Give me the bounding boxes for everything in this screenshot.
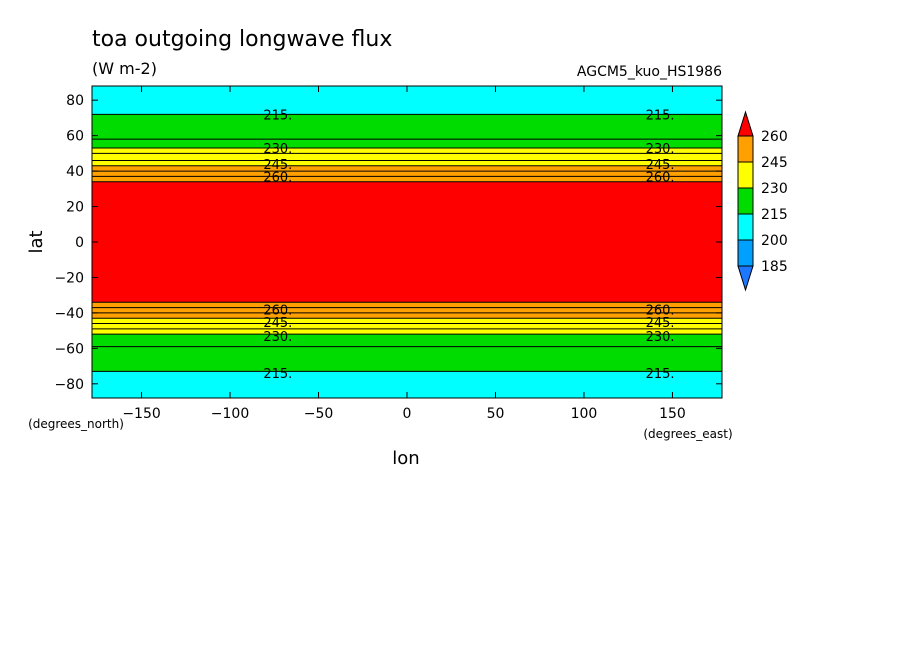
flux-band-4 — [92, 153, 722, 161]
colorbar-label-4: 200 — [761, 233, 788, 249]
contour-label-4-1: 260. — [646, 303, 675, 318]
flux-band-7 — [92, 171, 722, 177]
y-unit-label: (degrees_north) — [28, 417, 124, 431]
contour-label-3-0: 260. — [263, 170, 292, 185]
contour-label-7-0: 215. — [263, 367, 292, 382]
flux-band-14 — [92, 323, 722, 329]
colorbar-segment-1 — [737, 161, 754, 189]
flux-band-15 — [92, 328, 722, 335]
chart-subtitle: (W m-2) — [92, 59, 157, 78]
y-tick-label-8: −80 — [54, 377, 84, 393]
x-tick-label-1: −100 — [211, 406, 249, 422]
contour-label-6-1: 230. — [646, 330, 675, 345]
y-tick-label-1: 60 — [66, 129, 84, 145]
x-tick-label-4: 50 — [487, 406, 505, 422]
contour-label-2-0: 245. — [263, 158, 292, 173]
flux-band-6 — [92, 165, 722, 172]
contour-label-3-1: 260. — [646, 170, 675, 185]
flux-band-2 — [92, 139, 722, 149]
model-label: AGCM5_kuo_HS1986 — [577, 64, 722, 80]
x-axis-label: lon — [392, 448, 419, 469]
colorbar-label-3: 215 — [761, 207, 788, 223]
flux-band-8 — [92, 176, 722, 182]
colorbar-segment-3 — [737, 213, 754, 241]
x-axis: −150 −100 −50 0 50 100 150 — [122, 86, 686, 422]
flux-band-17 — [92, 346, 722, 372]
y-tick-label-6: −40 — [54, 306, 84, 322]
y-tick-label-0: 80 — [66, 93, 84, 109]
y-axis-label: lat — [26, 230, 47, 253]
contour-label-5-1: 245. — [646, 316, 675, 331]
colorbar-segment-4 — [737, 239, 754, 267]
contour-lines — [92, 113, 722, 372]
y-tick-label-4: 0 — [75, 235, 84, 251]
flux-band-5 — [92, 160, 722, 166]
contour-label-0-0: 215. — [263, 108, 292, 123]
colorbar-label-2: 230 — [761, 181, 788, 197]
chart-title: toa outgoing longwave flux — [92, 27, 392, 52]
flux-band-16 — [92, 334, 722, 347]
flux-band-1 — [92, 114, 722, 140]
contour-label-6-0: 230. — [263, 330, 292, 345]
x-tick-label-0: −150 — [122, 406, 160, 422]
colorbar-label-5: 185 — [761, 259, 788, 275]
flux-band-12 — [92, 312, 722, 319]
flux-band-11 — [92, 307, 722, 313]
contour-labels: 215. 215.230. 230.245. 245.260. 260.260. 260.… — [263, 108, 674, 382]
y-tick-label-2: 40 — [66, 164, 84, 180]
contour-label-1-1: 230. — [646, 142, 675, 157]
contour-label-7-1: 215. — [646, 367, 675, 382]
y-tick-label-3: 20 — [66, 200, 84, 216]
y-axis: 80 60 40 20 0 −20 −40 −60 −80 — [54, 93, 722, 393]
y-tick-label-5: −20 — [54, 270, 84, 286]
colorbar-label-0: 260 — [761, 129, 788, 145]
colorbar-segment-0 — [737, 135, 754, 163]
contour-label-5-0: 245. — [263, 316, 292, 331]
x-tick-label-2: −50 — [304, 406, 334, 422]
flux-band-13 — [92, 318, 722, 324]
y-tick-label-7: −60 — [54, 341, 84, 357]
contour-label-2-1: 245. — [646, 158, 675, 173]
flux-band-9 — [92, 181, 722, 303]
flux-band-3 — [92, 148, 722, 154]
x-unit-label: (degrees_east) — [643, 427, 732, 441]
colorbar-top-arrow — [737, 110, 754, 137]
contour-label-4-0: 260. — [263, 303, 292, 318]
x-tick-label-6: 150 — [659, 406, 686, 422]
x-tick-label-5: 100 — [571, 406, 598, 422]
contour-label-1-0: 230. — [263, 142, 292, 157]
x-tick-label-3: 0 — [403, 406, 412, 422]
flux-band-10 — [92, 302, 722, 308]
plot-area — [92, 86, 722, 398]
colorbar-label-1: 245 — [761, 155, 788, 171]
colorbar-legend: 260 245 230 215 200 185 — [737, 110, 788, 292]
colorbar-bottom-arrow — [737, 265, 754, 292]
contour-label-0-1: 215. — [646, 108, 675, 123]
colorbar-segment-2 — [737, 187, 754, 215]
